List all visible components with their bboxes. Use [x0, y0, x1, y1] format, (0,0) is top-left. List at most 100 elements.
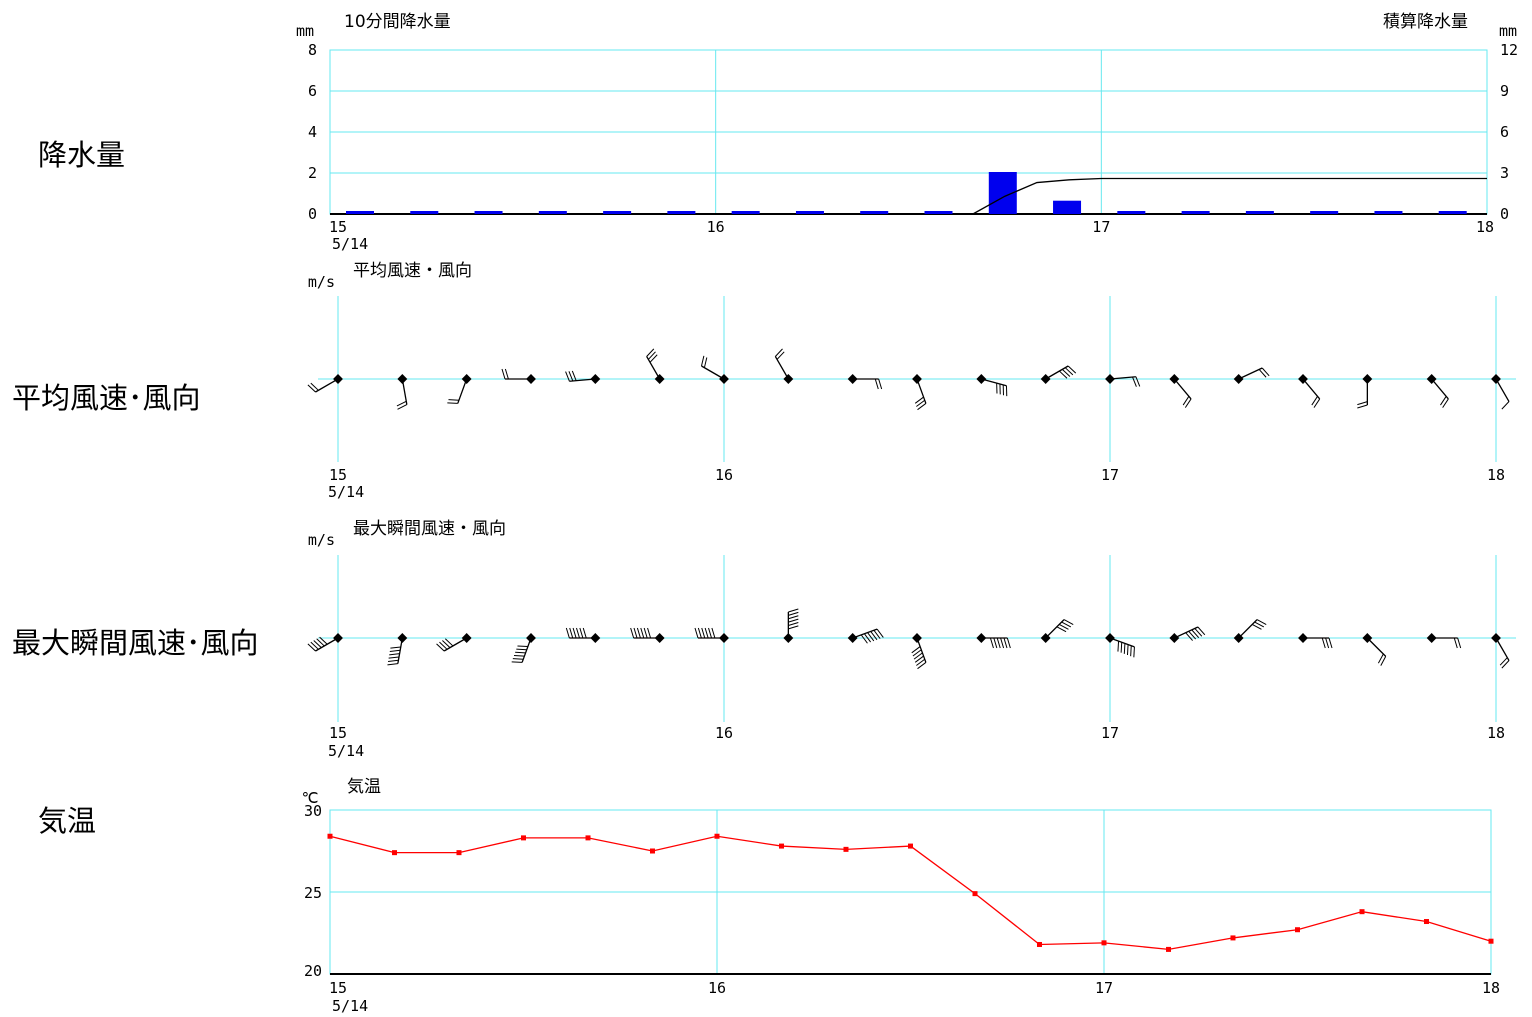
avg-wind-wind-feather [565, 371, 570, 382]
max-wind-xtick: 17 [1101, 724, 1119, 742]
avg-wind-date-label: 5/14 [328, 483, 364, 501]
avg-wind-wind-barb [1431, 378, 1449, 400]
avg-wind-wind-point [912, 374, 922, 384]
precip-bar [795, 211, 824, 214]
max-wind-wind-feather [701, 627, 706, 639]
max-wind-wind-feather [912, 649, 922, 657]
avg-wind-xtick: 15 [329, 466, 347, 484]
avg-wind-wind-feather [447, 402, 458, 404]
max-wind-wind-feather [512, 658, 524, 660]
max-wind-wind-feather [1325, 637, 1330, 649]
avg-wind-wind-feather [1182, 396, 1190, 406]
temp-unit: ℃ [302, 789, 319, 807]
max-wind-wind-feather [439, 641, 448, 650]
precip-ytick-right: 3 [1500, 164, 1509, 182]
temp-point [1423, 919, 1429, 925]
max-wind-wind-feather [788, 622, 799, 626]
avg-wind-wind-feather [1442, 398, 1449, 408]
max-wind-wind-point [847, 633, 858, 643]
max-wind-wind-feather [442, 640, 451, 648]
precip-ytick-right: 12 [1500, 41, 1518, 59]
avg-wind-wind-feather [1132, 376, 1137, 387]
precip-unit-right: mm [1499, 22, 1517, 40]
avg-wind-wind-feather [776, 351, 785, 360]
avg-wind-wind-barb [1173, 378, 1192, 400]
max-wind-wind-feather [516, 648, 527, 651]
max-wind-wind-point [1362, 633, 1373, 643]
precip-ytick-left: 6 [308, 82, 317, 100]
temp-xtick: 15 [329, 979, 347, 997]
max-wind-unit: m/s [308, 531, 335, 549]
max-wind-wind-feather [640, 627, 645, 639]
precip-title: 10分間降水量 [344, 12, 451, 32]
max-wind-wind-feather [1328, 637, 1333, 649]
avg-wind-xtick: 18 [1487, 466, 1505, 484]
temp-date-label: 5/14 [332, 997, 368, 1015]
temp-title: 気温 [347, 777, 381, 797]
avg-wind-wind-point [1233, 374, 1244, 384]
avg-wind-wind-barb [981, 378, 1007, 387]
max-wind-wind-point [397, 633, 408, 643]
max-wind-wind-point [526, 633, 536, 643]
max-wind-wind-point [1169, 633, 1180, 643]
temp-point [456, 850, 462, 856]
temp-point [1036, 941, 1042, 947]
max-wind-wind-feather [1499, 657, 1508, 666]
avg-wind-wind-feather [1261, 367, 1270, 377]
max-wind-wind-feather [1130, 645, 1132, 657]
max-wind-wind-feather [582, 627, 587, 639]
max-wind-wind-feather [576, 627, 580, 639]
max-wind-wind-point [1491, 633, 1501, 643]
temp-point [521, 835, 526, 841]
avg-wind-wind-point [719, 374, 729, 384]
max-wind-wind-feather [788, 625, 799, 630]
precip-ytick-right: 9 [1500, 82, 1509, 100]
max-wind-wind-feather [1003, 637, 1008, 649]
max-wind-wind-feather [917, 662, 927, 670]
max-wind-wind-feather [911, 646, 921, 654]
max-wind-wind-feather [444, 638, 454, 647]
max-wind-wind-feather [1120, 642, 1123, 653]
max-wind-wind-feather [788, 618, 799, 623]
max-wind-wind-feather [517, 645, 528, 648]
avg-wind-wind-feather [448, 399, 459, 401]
max-wind-wind-barb [1495, 637, 1510, 661]
max-wind-wind-feather [697, 627, 702, 639]
max-wind-wind-feather [993, 637, 998, 649]
precip-xtick: 15 [329, 218, 347, 236]
max-wind-xtick: 15 [329, 724, 347, 742]
max-wind-wind-feather [319, 636, 328, 645]
precip-bar [1438, 211, 1467, 214]
max-wind-wind-feather [863, 633, 872, 643]
max-wind-wind-barb [1238, 619, 1258, 639]
avg-wind-wind-feather [874, 378, 879, 390]
temp-xtick: 18 [1482, 979, 1500, 997]
max-wind-wind-feather [788, 615, 799, 620]
max-wind-wind-feather [436, 643, 445, 652]
temp-point [1166, 946, 1172, 952]
avg-wind-wind-barb [1045, 365, 1069, 380]
avg-wind-wind-point [654, 374, 665, 384]
max-wind-wind-feather [916, 658, 926, 666]
max-wind-wind-feather [647, 627, 652, 639]
max-wind-wind-feather [708, 627, 712, 639]
max-wind-wind-feather [572, 627, 577, 639]
avg-wind-wind-point [976, 374, 987, 384]
precip-bar [1374, 211, 1403, 214]
max-wind-wind-feather [1194, 628, 1203, 637]
max-wind-wind-point [912, 633, 922, 643]
max-wind-wind-feather [316, 638, 325, 647]
avg-wind-wind-point [1491, 374, 1501, 384]
max-wind-wind-feather [1188, 630, 1197, 640]
precip-bar [1245, 211, 1274, 214]
max-wind-wind-point [1105, 633, 1115, 643]
max-wind-wind-feather [513, 654, 525, 657]
max-wind-wind-feather [307, 643, 316, 652]
avg-wind-wind-feather [1258, 369, 1267, 378]
avg-wind-wind-feather [1357, 404, 1368, 409]
max-wind-wind-feather [388, 656, 400, 659]
avg-wind-wind-point [526, 374, 536, 384]
avg-wind-wind-point [397, 374, 408, 384]
max-wind-wind-barb [1045, 619, 1065, 639]
precip-xtick: 18 [1476, 218, 1494, 236]
